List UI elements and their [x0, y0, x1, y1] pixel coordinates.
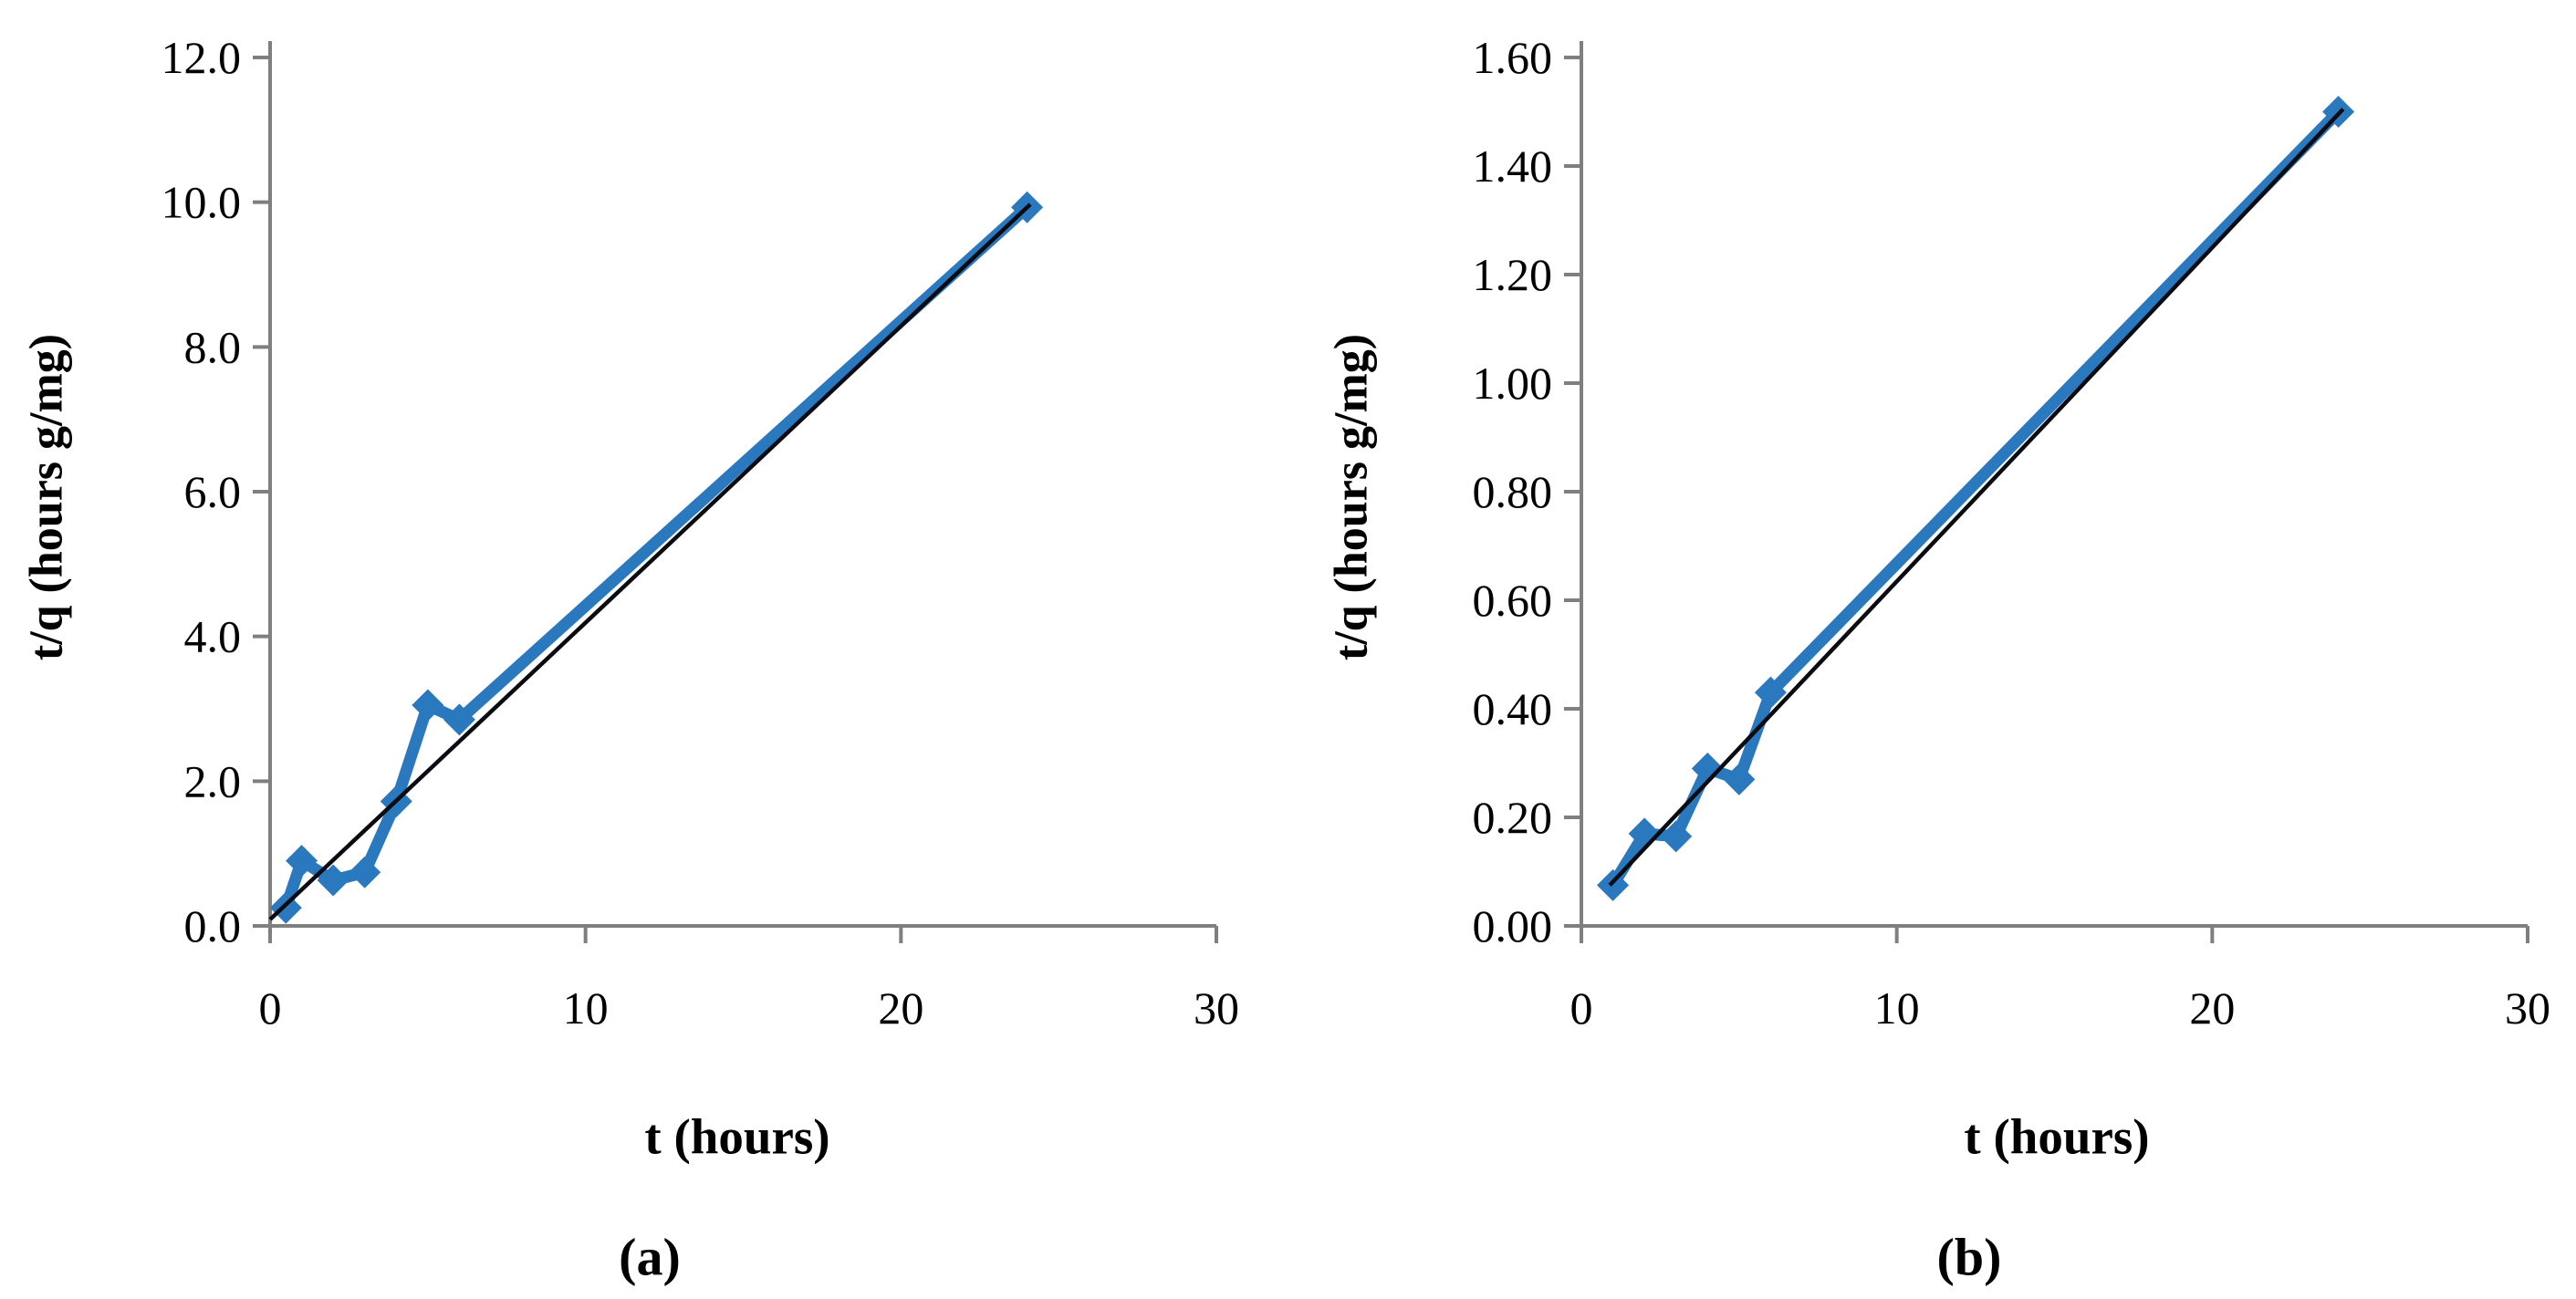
chart-b-data-point [1691, 752, 1724, 785]
chart-b-data-point [1597, 868, 1630, 901]
chart-b-y-tick-label: 0.00 [1473, 900, 1553, 951]
chart-a-y-tick-label: 2.0 [184, 755, 242, 806]
chart-b-y-tick-label: 1.20 [1473, 249, 1553, 300]
chart-b-axes [1580, 41, 2528, 928]
chart-b-y-tick-label: 0.40 [1473, 683, 1553, 734]
chart-b-x-axis-title: t (hours) [1964, 1108, 2150, 1165]
chart-b-x-tick-label: 30 [2505, 982, 2550, 1034]
chart-b-x-tick-label: 20 [2189, 982, 2235, 1034]
chart-a-y-tick-label: 8.0 [184, 321, 242, 372]
chart-b-y-tick-label: 1.40 [1473, 140, 1553, 192]
chart-b-data-point [1754, 676, 1787, 709]
chart-b-y-axis-title: t/q (hours g/mg) [1325, 333, 1378, 661]
chart-b-y-tick-label: 1.60 [1473, 32, 1553, 83]
chart-a-trendline [268, 203, 1032, 921]
chart-b-y-tick-label: 0.80 [1473, 466, 1553, 517]
chart-a-y-tick-label: 4.0 [184, 611, 242, 662]
chart-a-data-point [412, 689, 444, 722]
chart-b-y-tick-label: 0.20 [1473, 792, 1553, 843]
chart-b-x-tick-label: 10 [1874, 982, 1920, 1034]
chart-a-x-tick-label: 30 [1194, 982, 1239, 1034]
chart-a-x-tick-label: 10 [563, 982, 609, 1034]
chart-a-x-tick-label: 20 [878, 982, 923, 1034]
chart-b-y-tick-label: 0.60 [1473, 575, 1553, 626]
chart-b-y-tick-label: 1.00 [1473, 358, 1553, 409]
chart-a-axes [268, 41, 1216, 928]
chart-a-data-point [317, 864, 349, 897]
chart-a-data-point [443, 703, 475, 736]
chart-a-x-tick-label: 0 [259, 982, 282, 1034]
chart-b-trendline [1608, 107, 2345, 887]
chart-a-y-tick-label: 0.0 [184, 900, 242, 951]
chart-b-x-tick-label: 0 [1570, 982, 1593, 1034]
chart-b-panel-label: (b) [1936, 1227, 2002, 1287]
chart-a-y-axis-title: t/q (hours g/mg) [20, 333, 73, 661]
chart-a-data-point [349, 856, 381, 889]
chart-a-y-tick-label: 6.0 [184, 466, 242, 517]
chart-a-x-axis-title: t (hours) [644, 1108, 830, 1165]
chart-b-data-point [1723, 763, 1756, 795]
chart-b-data-point [1660, 820, 1693, 853]
chart-a-data-point [286, 845, 318, 878]
chart-a-panel-label: (a) [619, 1227, 681, 1287]
chart-a-y-tick-label: 12.0 [162, 32, 242, 83]
chart-a-y-tick-label: 10.0 [162, 177, 242, 228]
